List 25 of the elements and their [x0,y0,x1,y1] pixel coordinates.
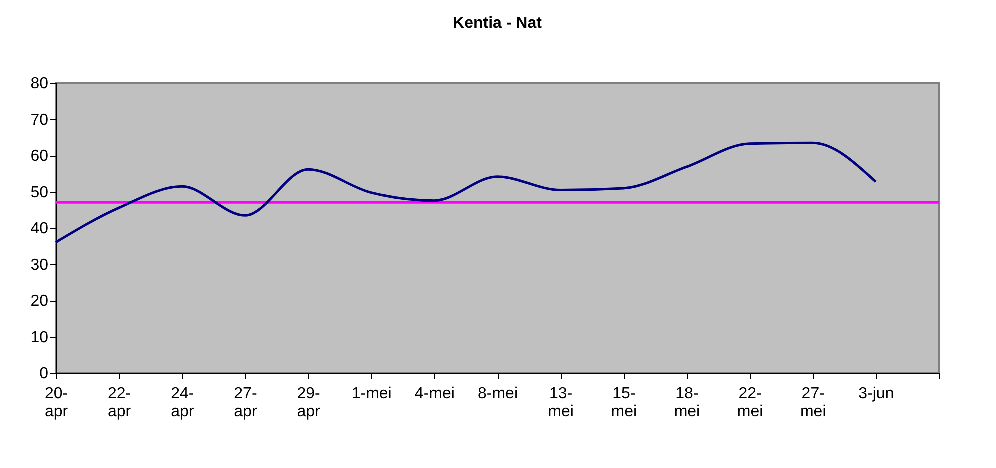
x-tick-label: 15-mei [611,386,638,420]
x-tick-label: 13-mei [548,386,574,420]
line-series [54,142,878,244]
y-tick-label: 30 [30,256,49,274]
x-tick-label: 22-mei [737,386,764,420]
x-tick-label: 29-apr [297,386,322,420]
x-tick-label: 20-apr [44,386,69,420]
x-tick-label: 3-jun [858,386,894,402]
y-tick-label: 50 [30,184,49,202]
x-tick-label: 24-apr [171,386,195,420]
x-tick-label: 27-apr [234,386,258,420]
x-tick-label: 27-mei [800,386,826,420]
x-tick-label: 8-mei [478,386,518,402]
y-tick-label: 60 [30,148,49,165]
y-tick-label: 10 [30,329,49,346]
x-tick-label: 18-mei [674,386,700,420]
y-tick-label: 70 [30,112,49,129]
x-tick-label: 1-mei [352,386,392,402]
y-tick-label: 80 [30,76,49,92]
chart-title: Kentia - Nat [453,15,543,32]
y-tick-label: 40 [30,220,49,238]
x-tick-label: 22-apr [108,386,132,420]
y-tick-label: 20 [30,293,49,310]
y-tick-label: 0 [40,366,49,382]
x-tick-label: 4-mei [414,386,455,402]
